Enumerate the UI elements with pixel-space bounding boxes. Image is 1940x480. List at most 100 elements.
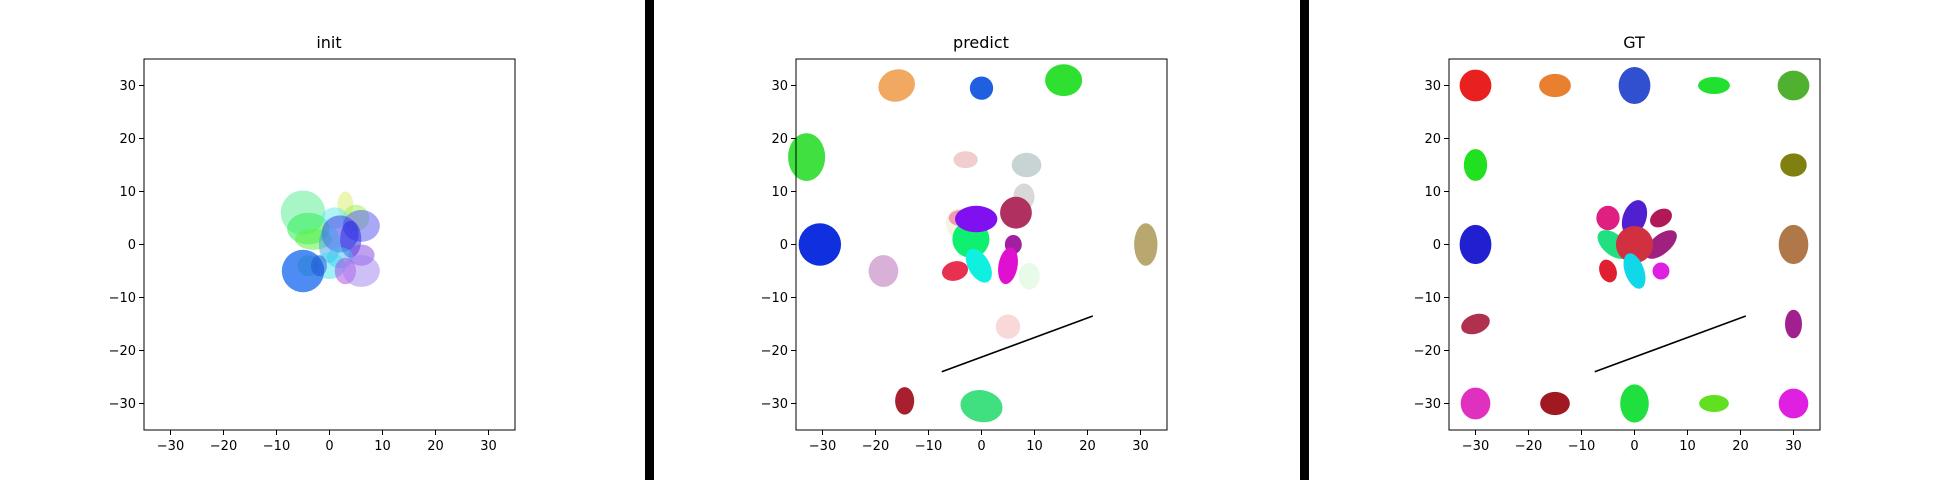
ellipse-mark xyxy=(1623,253,1646,289)
ellipse-mark xyxy=(1459,69,1492,102)
y-tick-label: 0 xyxy=(1433,238,1441,253)
ellipse-mark xyxy=(868,255,899,287)
ellipse-mark xyxy=(1000,196,1032,229)
line-mark xyxy=(1594,315,1747,373)
ellipse-mark xyxy=(1620,384,1649,423)
ellipse-mark xyxy=(1461,313,1490,335)
panel-gt: GT −30 −20 −10 0 10 20 30 30 20 10 0 −10 −20 −30 xyxy=(1414,33,1821,454)
ellipse-mark xyxy=(1777,70,1810,101)
y-tick-label: −10 xyxy=(109,291,136,306)
panel-init: init −30 −20 −10 0 10 20 30 30 20 10 0 −10 −20 −30 xyxy=(109,33,516,454)
ellipse-mark xyxy=(1699,395,1729,412)
ellipse-mark xyxy=(878,69,915,102)
ellipse-layer xyxy=(1459,66,1810,423)
panel-title: predict xyxy=(953,33,1009,52)
y-tick-label: −10 xyxy=(761,291,788,306)
ellipse-mark xyxy=(1618,66,1651,105)
ellipse-mark xyxy=(1650,208,1672,228)
ellipse-mark xyxy=(895,387,915,415)
ellipse-mark xyxy=(788,133,826,181)
ellipse-mark xyxy=(310,255,327,277)
panel-divider-right xyxy=(1300,0,1309,480)
ellipse-mark xyxy=(953,151,978,169)
y-tick-label: 0 xyxy=(128,238,136,253)
ellipse-mark xyxy=(1539,73,1571,98)
plot-frame xyxy=(143,58,516,431)
x-tick-label: 20 xyxy=(1079,439,1096,454)
ellipse-mark xyxy=(1652,262,1670,280)
x-tick-label: 10 xyxy=(374,439,391,454)
x-tick-label: 30 xyxy=(480,439,497,454)
ellipse-mark xyxy=(1460,387,1491,420)
line-mark xyxy=(941,315,1094,373)
ellipse-mark xyxy=(1778,224,1809,265)
ellipse-mark xyxy=(941,261,969,281)
y-tick-label: −20 xyxy=(1414,344,1441,359)
ellipse-mark xyxy=(965,248,992,283)
ellipse-mark xyxy=(1785,309,1802,339)
x-tick-label: −20 xyxy=(1515,439,1542,454)
y-tick-label: −30 xyxy=(761,397,788,412)
x-tick-label: −10 xyxy=(915,439,942,454)
ellipse-mark xyxy=(1599,259,1617,283)
ellipse-mark xyxy=(955,205,998,233)
tick-layer: −30 −20 −10 0 10 20 30 30 20 10 0 −10 −20 −30 xyxy=(761,79,1149,454)
y-tick-label: 20 xyxy=(1424,132,1441,147)
ellipse-layer xyxy=(280,190,380,293)
ellipse-mark xyxy=(1698,77,1730,94)
tick-layer: −30 −20 −10 0 10 20 30 30 20 10 0 −10 −20 −30 xyxy=(1414,79,1802,454)
ellipse-mark xyxy=(1596,205,1620,231)
x-tick-label: 10 xyxy=(1026,439,1043,454)
y-tick-label: 20 xyxy=(119,132,136,147)
ellipse-mark xyxy=(1780,153,1807,177)
x-tick-label: −10 xyxy=(263,439,290,454)
x-tick-label: 20 xyxy=(427,439,444,454)
y-tick-label: 10 xyxy=(119,185,136,200)
ellipse-mark xyxy=(342,255,380,287)
y-tick-label: 10 xyxy=(1424,185,1441,200)
x-tick-label: 30 xyxy=(1132,439,1149,454)
y-tick-label: −30 xyxy=(1414,397,1441,412)
ellipse-mark xyxy=(1459,224,1492,265)
ellipse-mark xyxy=(798,223,842,266)
ellipse-mark xyxy=(998,247,1018,285)
ellipse-layer xyxy=(788,64,1158,423)
x-tick-label: −30 xyxy=(157,439,184,454)
y-tick-label: −20 xyxy=(109,344,136,359)
y-tick-label: 30 xyxy=(119,79,136,94)
ellipse-mark xyxy=(995,314,1021,339)
tick-layer: −30 −20 −10 0 10 20 30 30 20 10 0 −10 −20 −30 xyxy=(109,79,497,454)
x-tick-label: 10 xyxy=(1679,439,1696,454)
x-tick-label: 20 xyxy=(1732,439,1749,454)
ellipse-mark xyxy=(1134,223,1158,266)
x-tick-label: −30 xyxy=(1462,439,1489,454)
x-tick-label: −20 xyxy=(862,439,889,454)
x-tick-label: −30 xyxy=(809,439,836,454)
ellipse-mark xyxy=(1645,230,1677,259)
ellipse-mark xyxy=(960,390,1003,423)
plot-frame xyxy=(1448,58,1821,431)
y-tick-label: −10 xyxy=(1414,291,1441,306)
y-tick-label: 10 xyxy=(771,185,788,200)
panel-divider-left xyxy=(645,0,654,480)
y-tick-label: −20 xyxy=(761,344,788,359)
ellipse-mark xyxy=(1463,149,1488,181)
panel-predict: predict −30 −20 −10 0 10 20 30 30 20 10 0 −10 −20 −30 xyxy=(761,33,1168,454)
y-tick-label: 0 xyxy=(780,238,788,253)
panel-title: init xyxy=(316,33,341,52)
y-tick-label: 30 xyxy=(771,79,788,94)
x-tick-label: 30 xyxy=(1785,439,1802,454)
y-tick-label: 20 xyxy=(771,132,788,147)
ellipse-mark xyxy=(1045,64,1083,97)
x-tick-label: 0 xyxy=(1630,439,1638,454)
x-tick-label: −20 xyxy=(210,439,237,454)
x-tick-label: 0 xyxy=(977,439,985,454)
ellipse-mark xyxy=(1011,152,1042,178)
x-tick-label: 0 xyxy=(325,439,333,454)
ellipse-mark xyxy=(969,76,994,100)
ellipse-mark xyxy=(1621,200,1648,236)
y-tick-label: 30 xyxy=(1424,79,1441,94)
ellipse-mark xyxy=(1615,225,1654,264)
panel-title: GT xyxy=(1623,33,1645,52)
